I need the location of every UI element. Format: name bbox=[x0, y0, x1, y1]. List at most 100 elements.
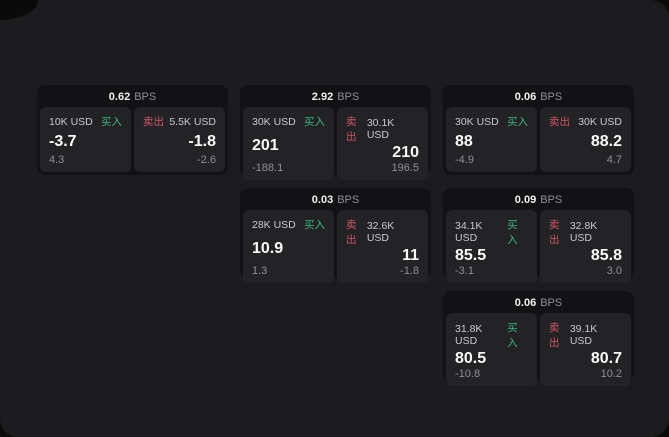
sell-tile[interactable]: 卖出 5.5K USD -1.8 -2.6 bbox=[134, 107, 225, 172]
spread-header: 0.06 BPS bbox=[446, 88, 631, 107]
buy-tile[interactable]: 30K USD 买入 88 -4.9 bbox=[446, 107, 537, 172]
spread-unit: BPS bbox=[540, 297, 563, 309]
buy-change: 1.3 bbox=[252, 264, 268, 277]
sell-tile[interactable]: 卖出 32.8K USD 85.8 3.0 bbox=[540, 210, 631, 283]
tile-top-row: 34.1K USD 买入 bbox=[455, 217, 528, 247]
buy-side-label: 买入 bbox=[507, 219, 518, 246]
quote-cards-grid: 0.62 BPS 10K USD 买入 -3.7 4.3 卖出 5.5K USD bbox=[37, 85, 634, 386]
sell-side-label: 卖出 bbox=[143, 116, 164, 128]
buy-change: -10.8 bbox=[455, 367, 481, 380]
sell-side-label: 卖出 bbox=[346, 116, 357, 143]
buy-price: 85.5 bbox=[455, 247, 487, 264]
tile-top-row: 30K USD 买入 bbox=[455, 114, 528, 129]
tile-top-row: 卖出 5.5K USD bbox=[143, 114, 216, 129]
spread-header: 0.09 BPS bbox=[446, 191, 631, 210]
buy-size-label: 31.8K USD bbox=[455, 323, 483, 347]
tiles-row: 28K USD 买入 10.9 1.3 卖出 32.6K USD 11 -1.8 bbox=[243, 210, 428, 283]
spread-value: 0.09 bbox=[514, 194, 537, 206]
sell-side-label: 卖出 bbox=[549, 322, 560, 349]
tile-top-row: 31.8K USD 买入 bbox=[455, 320, 528, 350]
tiles-row: 30K USD 买入 201 -188.1 卖出 30.1K USD 210 1… bbox=[243, 107, 428, 180]
buy-size-label: 28K USD bbox=[252, 218, 296, 231]
buy-change: -188.1 bbox=[252, 161, 284, 174]
buy-change: -4.9 bbox=[455, 154, 474, 166]
buy-size-label: 30K USD bbox=[252, 115, 296, 128]
sell-size-label: 39.1K USD bbox=[569, 323, 598, 347]
buy-size-label: 34.1K USD bbox=[455, 220, 483, 244]
tile-top-row: 卖出 32.6K USD bbox=[346, 217, 419, 247]
sell-price: 88.2 bbox=[590, 132, 622, 150]
sell-size-label: 32.8K USD bbox=[569, 220, 598, 244]
buy-tile[interactable]: 28K USD 买入 10.9 1.3 bbox=[243, 210, 334, 283]
spread-value: 2.92 bbox=[311, 91, 334, 103]
sell-change: 10.2 bbox=[600, 367, 622, 380]
buy-side-label: 买入 bbox=[507, 322, 518, 349]
spread-unit: BPS bbox=[540, 194, 563, 206]
tile-top-row: 卖出 30.1K USD bbox=[346, 114, 419, 144]
buy-size-label: 10K USD bbox=[49, 115, 93, 128]
sell-side-label: 卖出 bbox=[549, 219, 560, 246]
buy-tile[interactable]: 10K USD 买入 -3.7 4.3 bbox=[40, 107, 131, 172]
spread-header: 0.06 BPS bbox=[446, 294, 631, 313]
sell-price: 85.8 bbox=[590, 247, 622, 264]
tiles-row: 10K USD 买入 -3.7 4.3 卖出 5.5K USD -1.8 -2.… bbox=[40, 107, 225, 172]
spread-header: 2.92 BPS bbox=[243, 88, 428, 107]
spread-unit: BPS bbox=[540, 91, 563, 103]
spread-value: 0.03 bbox=[311, 194, 334, 206]
buy-change: 4.3 bbox=[49, 154, 65, 166]
tiles-row: 30K USD 买入 88 -4.9 卖出 30K USD 88.2 4.7 bbox=[446, 107, 631, 172]
sell-size-label: 5.5K USD bbox=[169, 115, 216, 128]
spread-value: 0.06 bbox=[514, 297, 537, 309]
panel-corner-notch bbox=[0, 0, 38, 20]
sell-side-label: 卖出 bbox=[549, 116, 570, 128]
spread-header: 0.03 BPS bbox=[243, 191, 428, 210]
buy-side-label: 买入 bbox=[507, 116, 528, 128]
buy-tile[interactable]: 31.8K USD 买入 80.5 -10.8 bbox=[446, 313, 537, 386]
sell-change: -2.6 bbox=[197, 154, 216, 166]
buy-tile[interactable]: 30K USD 买入 201 -188.1 bbox=[243, 107, 334, 180]
buy-size-label: 30K USD bbox=[455, 115, 499, 128]
sell-change: 3.0 bbox=[606, 264, 622, 277]
tile-top-row: 30K USD 买入 bbox=[252, 114, 325, 129]
sell-tile[interactable]: 卖出 32.6K USD 11 -1.8 bbox=[337, 210, 428, 283]
sell-price: 11 bbox=[402, 247, 419, 264]
sell-tile[interactable]: 卖出 30K USD 88.2 4.7 bbox=[540, 107, 631, 172]
sell-size-label: 30.1K USD bbox=[366, 117, 395, 141]
spread-unit: BPS bbox=[134, 91, 157, 103]
sell-price: -1.8 bbox=[188, 132, 216, 150]
tile-top-row: 卖出 32.8K USD bbox=[549, 217, 622, 247]
sell-size-label: 30K USD bbox=[578, 115, 622, 128]
quote-card: 0.09 BPS 34.1K USD 买入 85.5 -3.1 卖出 32.8K… bbox=[443, 188, 634, 283]
spread-value: 0.62 bbox=[108, 91, 131, 103]
buy-price: 201 bbox=[252, 136, 279, 154]
quote-card: 0.06 BPS 31.8K USD 买入 80.5 -10.8 卖出 39.1… bbox=[443, 291, 634, 386]
sell-change: 4.7 bbox=[606, 154, 622, 166]
sell-price: 80.7 bbox=[590, 350, 622, 367]
buy-side-label: 买入 bbox=[304, 116, 325, 128]
tiles-row: 34.1K USD 买入 85.5 -3.1 卖出 32.8K USD 85.8… bbox=[446, 210, 631, 283]
sell-change: 196.5 bbox=[391, 161, 419, 174]
tiles-row: 31.8K USD 买入 80.5 -10.8 卖出 39.1K USD 80.… bbox=[446, 313, 631, 386]
buy-price: 10.9 bbox=[252, 239, 284, 257]
buy-price: -3.7 bbox=[49, 132, 77, 150]
spread-unit: BPS bbox=[337, 194, 360, 206]
sell-side-label: 卖出 bbox=[346, 219, 357, 246]
quote-card: 0.03 BPS 28K USD 买入 10.9 1.3 卖出 32.6K US… bbox=[240, 188, 431, 283]
sell-price: 210 bbox=[392, 144, 419, 161]
quote-card: 0.62 BPS 10K USD 买入 -3.7 4.3 卖出 5.5K USD bbox=[37, 85, 228, 175]
buy-tile[interactable]: 34.1K USD 买入 85.5 -3.1 bbox=[446, 210, 537, 283]
quote-card: 0.06 BPS 30K USD 买入 88 -4.9 卖出 30K USD bbox=[443, 85, 634, 175]
tile-top-row: 28K USD 买入 bbox=[252, 217, 325, 232]
tile-top-row: 卖出 39.1K USD bbox=[549, 320, 622, 350]
sell-tile[interactable]: 卖出 39.1K USD 80.7 10.2 bbox=[540, 313, 631, 386]
tile-top-row: 10K USD 买入 bbox=[49, 114, 122, 129]
buy-price: 88 bbox=[455, 132, 473, 150]
buy-side-label: 买入 bbox=[304, 219, 325, 231]
sell-change: -1.8 bbox=[400, 264, 419, 277]
spread-value: 0.06 bbox=[514, 91, 537, 103]
sell-size-label: 32.6K USD bbox=[366, 220, 395, 244]
buy-side-label: 买入 bbox=[101, 116, 122, 128]
buy-price: 80.5 bbox=[455, 350, 487, 367]
sell-tile[interactable]: 卖出 30.1K USD 210 196.5 bbox=[337, 107, 428, 180]
